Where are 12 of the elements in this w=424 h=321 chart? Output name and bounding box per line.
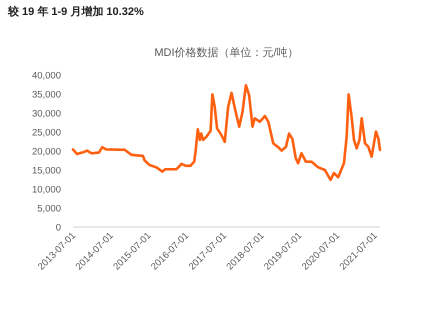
y-tick-label: 35,000 [32, 90, 61, 100]
y-tick-label: 20,000 [32, 146, 61, 158]
y-tick-label: 10,000 [32, 184, 61, 196]
y-tick-label: 5,000 [37, 204, 61, 214]
line-series [72, 84, 382, 182]
y-tick-label: 30,000 [32, 108, 61, 120]
y-tick-label: 0 [56, 222, 61, 234]
chart-title: 较 19 年 1-9 月增加 10.32% [7, 5, 144, 18]
y-tick-label: 15,000 [32, 166, 61, 176]
y-tick-label: 40,000 [32, 70, 61, 82]
y-tick-label: 25,000 [32, 128, 61, 138]
chart-subtitle: MDI价格数据（单位：元/吨） [154, 46, 299, 59]
